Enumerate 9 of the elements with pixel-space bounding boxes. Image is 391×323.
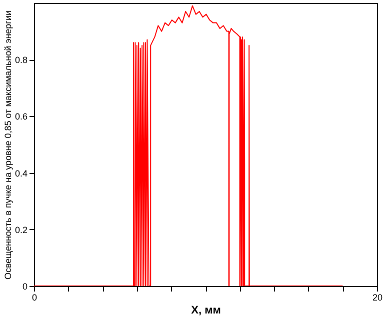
x-axis-title: X, мм [191,304,221,316]
y-tick-label: 0.4 [14,168,28,178]
y-tick-label: 0.6 [14,112,28,122]
x-tick-label: 20 [372,292,383,302]
y-tick-label: 0.8 [14,55,28,66]
line-series [34,5,344,286]
y-tick-label: 0 [22,282,28,292]
y-tick-label: 0.2 [14,224,28,235]
y-axis-title: Освещенность в пучке на уровне 0,85 от максимальной энергии [2,10,13,280]
